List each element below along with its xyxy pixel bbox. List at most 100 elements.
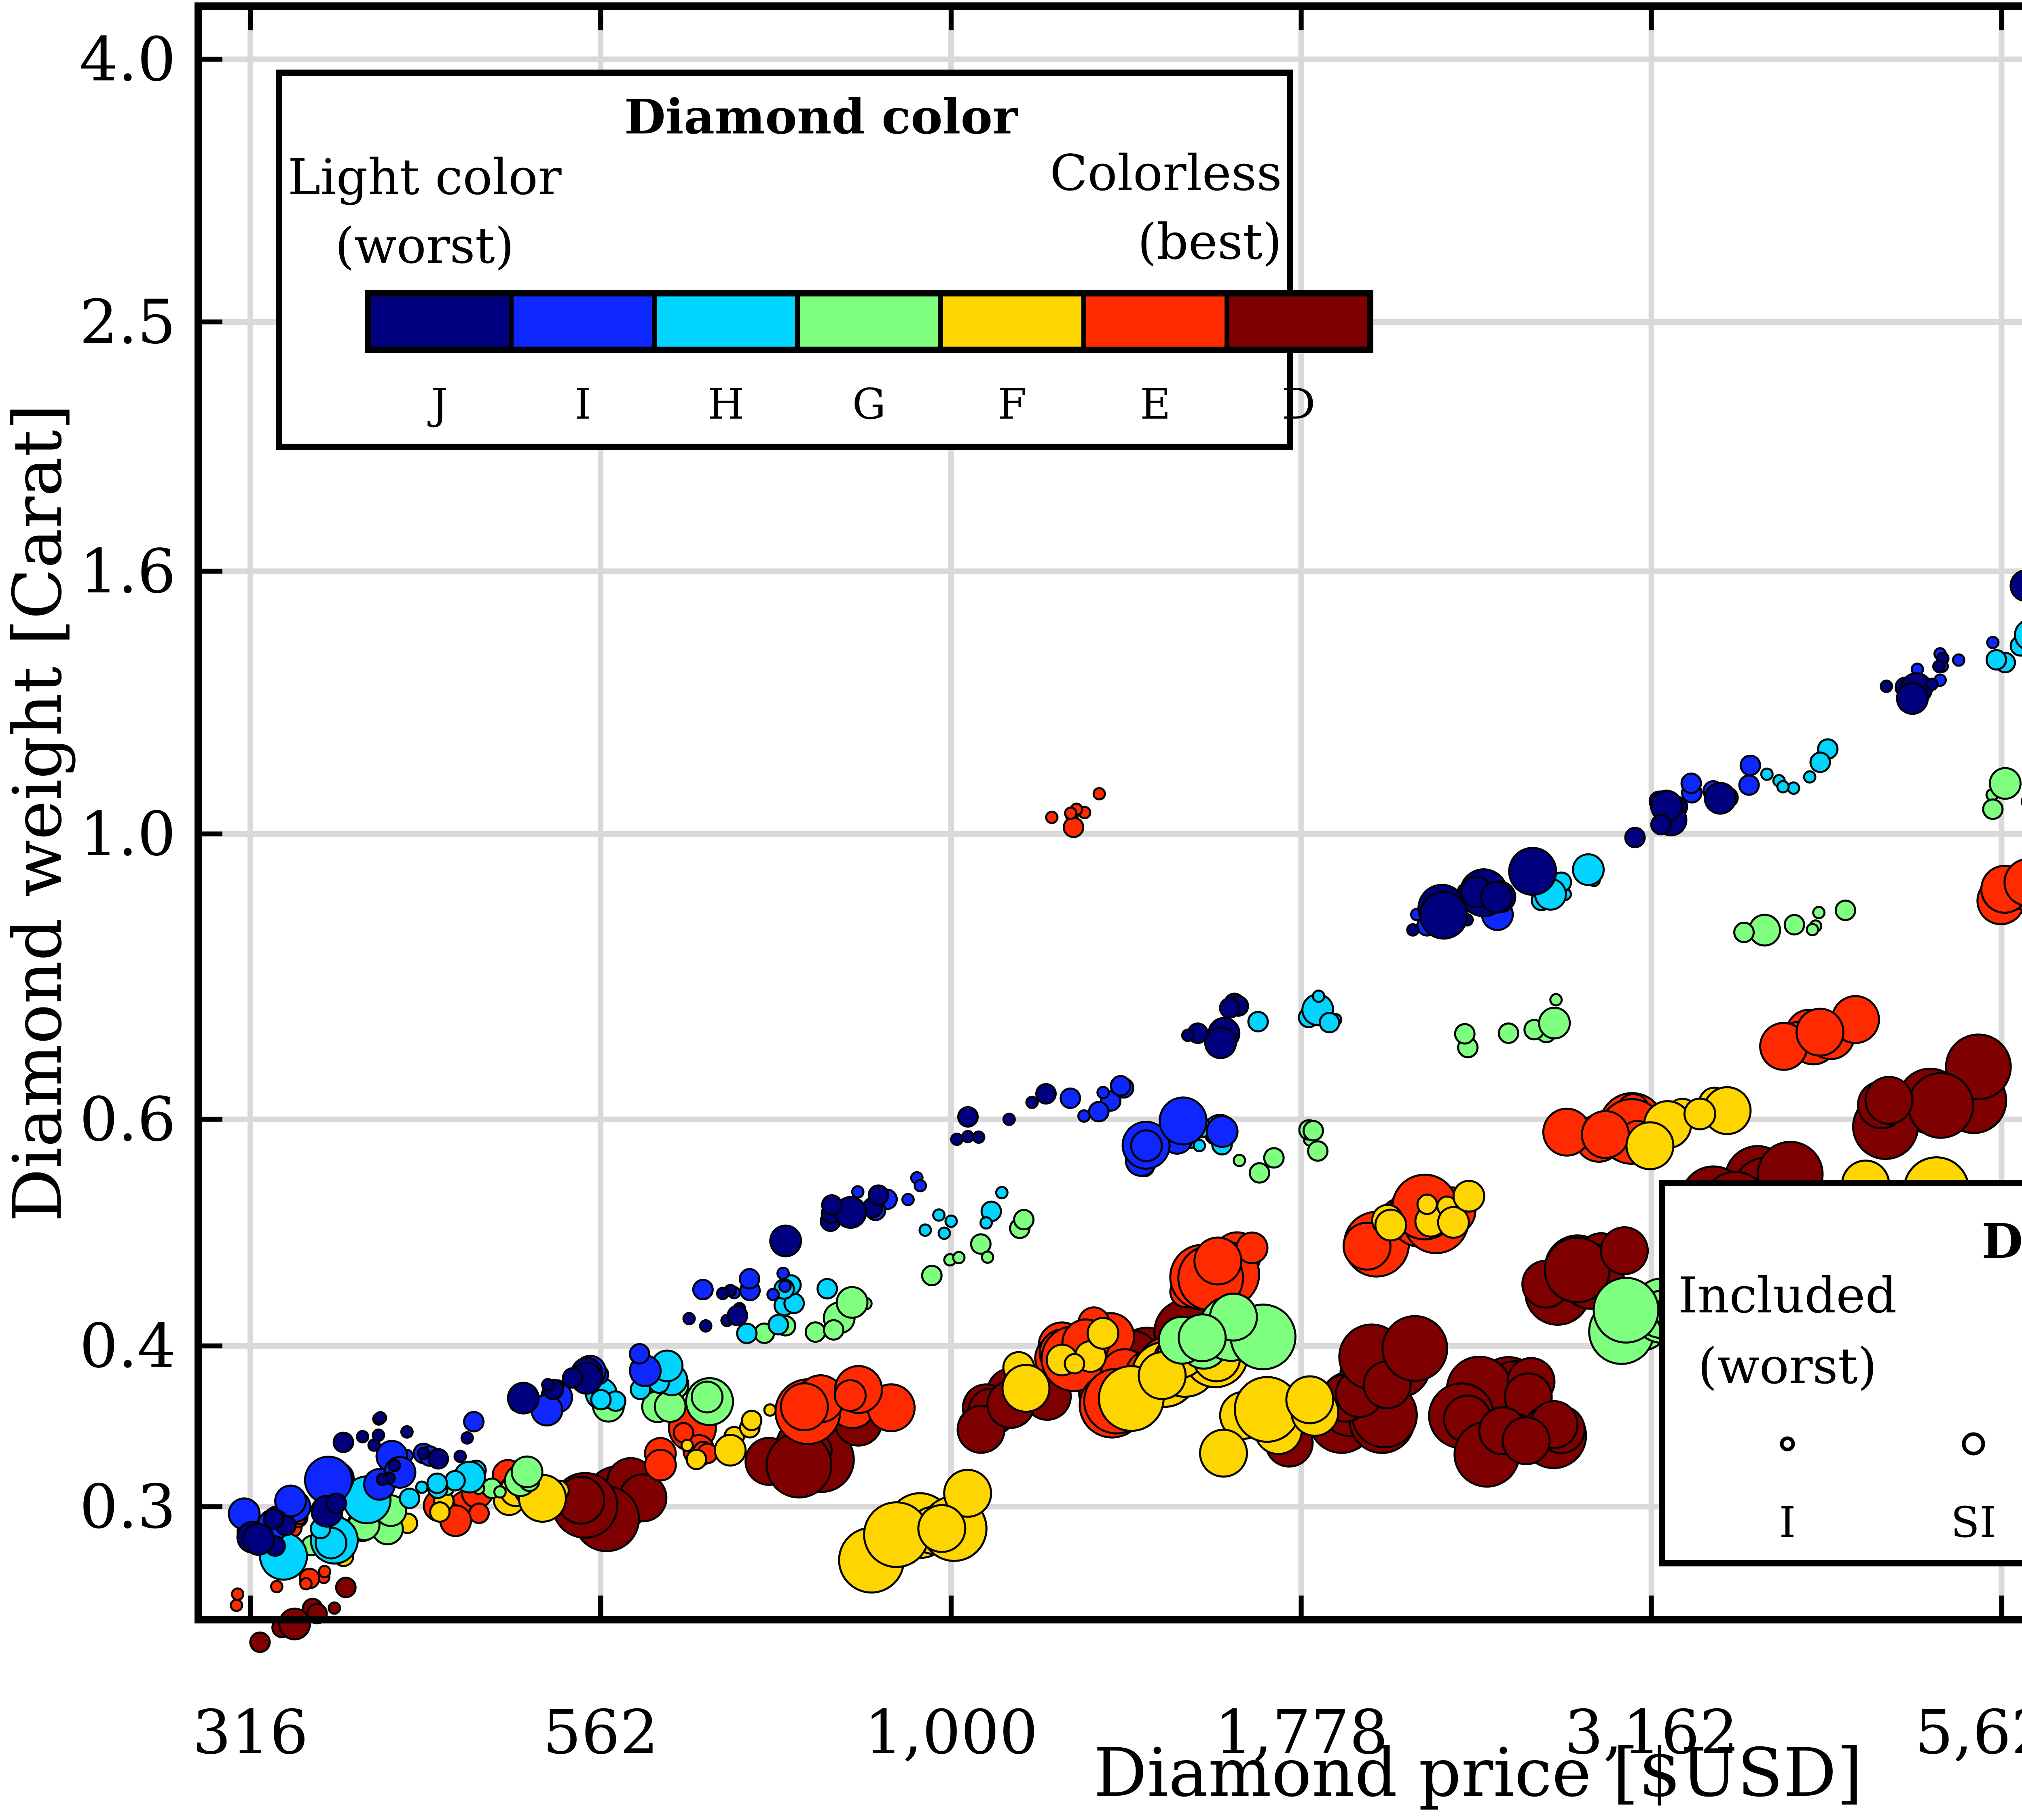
y-tick-label: 0.3 bbox=[79, 1472, 176, 1542]
data-point-J bbox=[682, 1312, 696, 1325]
data-point-I bbox=[778, 1279, 792, 1293]
data-point-J bbox=[372, 1428, 385, 1442]
data-point-E bbox=[1063, 817, 1085, 838]
data-point-G bbox=[1233, 1153, 1246, 1167]
data-point-D bbox=[249, 1631, 271, 1653]
clarity-marker-label-I: I bbox=[1779, 1498, 1796, 1547]
data-point-J bbox=[332, 1431, 354, 1453]
data-point-J bbox=[950, 1132, 964, 1146]
color-swatch-label-F: F bbox=[998, 379, 1027, 429]
data-point-G bbox=[1783, 914, 1805, 935]
plot-frame bbox=[195, 2, 2022, 1623]
data-point-F bbox=[1625, 1121, 1675, 1170]
data-point-E bbox=[270, 1580, 283, 1594]
data-point-J bbox=[1480, 880, 1513, 914]
data-point-I bbox=[901, 1193, 915, 1206]
data-point-H bbox=[1985, 649, 2007, 671]
data-point-J bbox=[356, 1430, 370, 1443]
data-point-J bbox=[1002, 1113, 1016, 1126]
data-point-J bbox=[1932, 660, 1946, 673]
data-point-I bbox=[1159, 1096, 1208, 1146]
data-point-H bbox=[918, 1223, 932, 1237]
data-point-I bbox=[851, 1185, 865, 1199]
color-swatch-E bbox=[1081, 291, 1229, 352]
data-point-D bbox=[278, 1607, 311, 1640]
data-point-F bbox=[1086, 1317, 1119, 1350]
data-point-E bbox=[644, 1449, 677, 1482]
clarity-marker-I bbox=[1780, 1436, 1795, 1452]
data-point-J bbox=[821, 1194, 843, 1216]
data-point-F bbox=[1374, 1208, 1407, 1242]
data-point-I bbox=[1739, 754, 1761, 776]
data-point-I bbox=[1088, 1101, 1110, 1123]
data-point-J bbox=[242, 1523, 275, 1556]
data-point-I bbox=[1680, 772, 1702, 794]
data-point-G bbox=[823, 1319, 844, 1341]
data-point-J bbox=[541, 1378, 555, 1392]
color-swatch-label-J: J bbox=[427, 379, 448, 429]
x-tick-label: 316 bbox=[192, 1697, 308, 1768]
data-point-H bbox=[1803, 770, 1817, 784]
data-point-D bbox=[1907, 1072, 1974, 1139]
data-point-I bbox=[766, 1288, 780, 1302]
data-point-I bbox=[776, 1266, 790, 1280]
data-point-F bbox=[943, 1469, 992, 1518]
color-legend: Diamond color Light color (worst) Colorl… bbox=[276, 70, 1373, 450]
clarity-marker-SI bbox=[1962, 1432, 1985, 1456]
y-tick-labels: 0.3 0.4 0.6 1.0 1.6 2.5 4.0 bbox=[79, 25, 176, 1543]
data-point-H bbox=[1787, 781, 1800, 795]
data-point-I bbox=[1096, 1086, 1110, 1099]
y-axis-title: Diamond weight [Carat] bbox=[0, 404, 76, 1222]
data-point-G bbox=[1497, 1022, 1519, 1044]
data-point-G bbox=[835, 1286, 869, 1319]
color-legend-right-line2: (best) bbox=[1138, 213, 1282, 271]
data-point-J bbox=[1508, 847, 1557, 896]
data-point-J bbox=[727, 1305, 749, 1327]
data-point-J bbox=[1880, 679, 1893, 693]
data-point-J bbox=[2009, 569, 2022, 602]
axis-ticks bbox=[198, 6, 2004, 1620]
data-point-G bbox=[804, 1321, 826, 1343]
data-point-F bbox=[763, 1403, 777, 1417]
data-point-E bbox=[780, 1382, 829, 1431]
data-point-I bbox=[1206, 1115, 1239, 1148]
data-point-E bbox=[1064, 806, 1078, 820]
color-legend-right-line1: Colorless bbox=[1050, 144, 1282, 202]
data-point-J bbox=[1219, 997, 1241, 1019]
clarity-markers: ISIVSVVSIF bbox=[1779, 1432, 1996, 1547]
data-point-J bbox=[1896, 682, 1929, 715]
data-point-J bbox=[427, 1448, 449, 1470]
data-point-E bbox=[1795, 1007, 1844, 1057]
data-point-I bbox=[1952, 653, 1965, 667]
data-point-D bbox=[1600, 1226, 1649, 1276]
data-point-G bbox=[493, 1485, 507, 1499]
data-point-I bbox=[628, 1343, 650, 1365]
data-point-G bbox=[1982, 798, 2004, 820]
data-point-J bbox=[262, 1508, 284, 1530]
data-point-I bbox=[1077, 1109, 1091, 1123]
data-point-H bbox=[1809, 751, 1831, 773]
data-point-H bbox=[979, 1216, 993, 1230]
x-axis-title: Diamond price [$USD] bbox=[1093, 1734, 1862, 1812]
data-point-J bbox=[453, 1450, 467, 1463]
data-point-J bbox=[1204, 1026, 1237, 1059]
data-point-E bbox=[1581, 1110, 1630, 1159]
data-point-J bbox=[957, 1106, 979, 1128]
data-point-F bbox=[917, 1504, 967, 1553]
y-tick-label: 2.5 bbox=[79, 287, 176, 358]
data-point-J bbox=[1025, 1096, 1039, 1109]
data-point-E bbox=[299, 1577, 313, 1591]
data-point-G bbox=[1538, 1007, 1571, 1040]
data-point-G bbox=[1834, 899, 1856, 921]
data-point-J bbox=[400, 1425, 414, 1439]
data-point-G bbox=[1988, 767, 2022, 800]
data-point-H bbox=[1312, 989, 1326, 1003]
color-swatch-D bbox=[1225, 291, 1373, 352]
data-point-G bbox=[1248, 1162, 1270, 1184]
data-point-J bbox=[769, 1224, 802, 1257]
data-point-F bbox=[1064, 1353, 1085, 1375]
color-legend-title: Diamond color bbox=[624, 89, 1019, 145]
data-point-H bbox=[995, 1186, 1009, 1200]
